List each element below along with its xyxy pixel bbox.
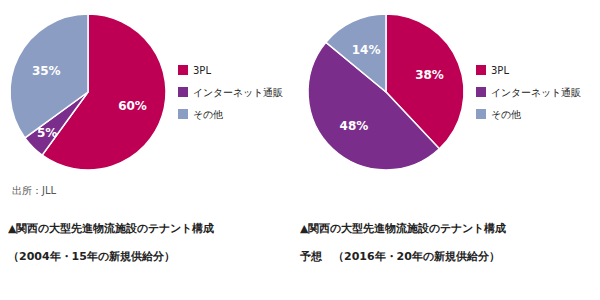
slices xyxy=(10,14,166,170)
pie-chart: 38% 48% 14% 3PL インターネット通販その他 ▲関西の大型先進物流施設のテナン… xyxy=(299,14,581,263)
legend-label: インターネット通販 xyxy=(193,87,283,98)
data-label: 5% xyxy=(37,126,57,140)
legend-swatch xyxy=(476,87,486,97)
data-labels: 60% 5% 35% xyxy=(32,64,147,140)
caption-title: ▲関西の大型先進物流施設のテナント構成 xyxy=(300,222,506,235)
legend-label: 3PL xyxy=(193,65,211,76)
data-label: 14% xyxy=(352,43,381,57)
legend-swatch xyxy=(178,109,188,119)
legend-swatch xyxy=(476,65,486,75)
legend-label: 3PL xyxy=(491,65,509,76)
source-note: 出所：JLL xyxy=(12,185,57,196)
caption-subtitle: （2004年・15年の新規供給分） xyxy=(8,250,175,263)
data-label: 35% xyxy=(32,64,61,78)
legend: 3PL インターネット通販その他 xyxy=(178,65,283,120)
slices xyxy=(308,14,464,170)
legend-label: その他 xyxy=(193,109,223,120)
data-label: 60% xyxy=(118,99,147,113)
data-label: 38% xyxy=(415,68,444,82)
legend-swatch xyxy=(178,87,188,97)
legend-label: その他 xyxy=(491,109,521,120)
pie-slice xyxy=(326,14,386,92)
caption-subtitle: 予想 （2016年・20年の新規供給分） xyxy=(299,250,500,263)
legend-label: インターネット通販 xyxy=(491,87,581,98)
pie-chart: 60% 5% 35% 3PL インターネット通販その他出所：JLL ▲関西の大型先進物流施… xyxy=(8,14,283,263)
caption-title: ▲関西の大型先進物流施設のテナント構成 xyxy=(8,222,214,235)
data-label: 48% xyxy=(340,119,369,133)
legend-swatch xyxy=(178,65,188,75)
data-labels: 38% 48% 14% xyxy=(340,43,444,133)
chart-canvas: 60%5%35%3PLインターネット通販その他出所：JLL▲関西の大型先進物流施… xyxy=(0,0,600,300)
legend: 3PL インターネット通販その他 xyxy=(476,65,581,120)
page: {"chart_data": [ {"type": "pie", "title"… xyxy=(0,0,600,300)
pie-slice xyxy=(10,14,88,138)
legend-swatch xyxy=(476,109,486,119)
